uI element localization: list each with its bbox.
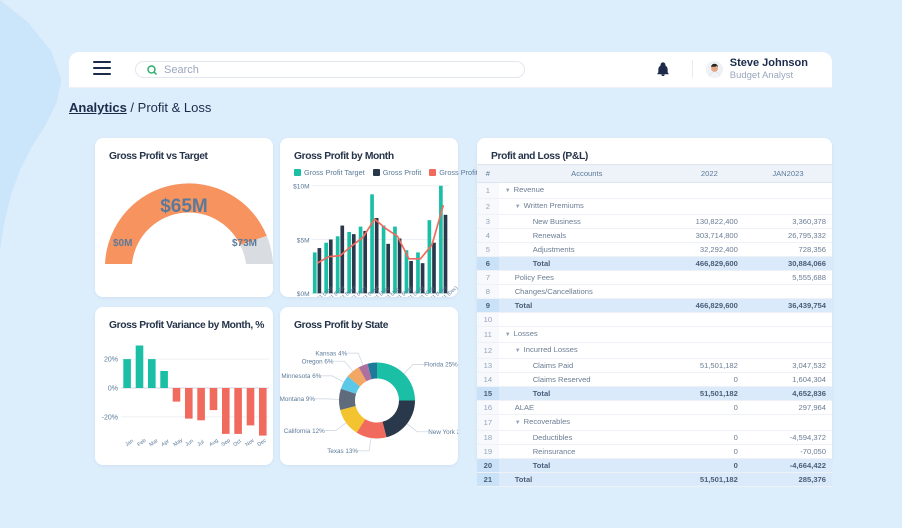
svg-text:Apr: Apr [160,438,170,448]
svg-text:$10M: $10M [293,184,309,191]
svg-text:Minnesota 6%: Minnesota 6% [281,373,321,380]
svg-text:$0M: $0M [297,291,310,297]
svg-text:New York 21%: New York 21% [428,429,458,436]
svg-text:Kansas 4%: Kansas 4% [315,350,347,357]
svg-text:Jul: Jul [196,439,205,448]
svg-text:Dec: Dec [256,438,267,449]
svg-text:Sep: Sep [220,438,231,448]
svg-text:Texas 13%: Texas 13% [327,448,358,455]
svg-text:20%: 20% [104,357,118,364]
svg-text:Jan: Jan [124,438,134,448]
svg-text:Jun: Jun [184,438,194,448]
svg-text:Florida 25%: Florida 25% [424,362,458,369]
svg-text:Feb: Feb [136,438,147,448]
svg-text:0%: 0% [108,386,118,393]
svg-text:$5M: $5M [297,237,310,244]
svg-text:Aug: Aug [208,438,219,448]
svg-text:Montana 9%: Montana 9% [280,396,315,403]
svg-text:California 12%: California 12% [284,428,325,435]
svg-text:-20%: -20% [102,415,118,422]
svg-text:Oct: Oct [232,438,243,448]
svg-text:Nov: Nov [244,438,255,449]
svg-text:Oregon 6%: Oregon 6% [302,359,334,366]
svg-text:Mar: Mar [148,438,159,448]
svg-text:May: May [172,437,184,448]
